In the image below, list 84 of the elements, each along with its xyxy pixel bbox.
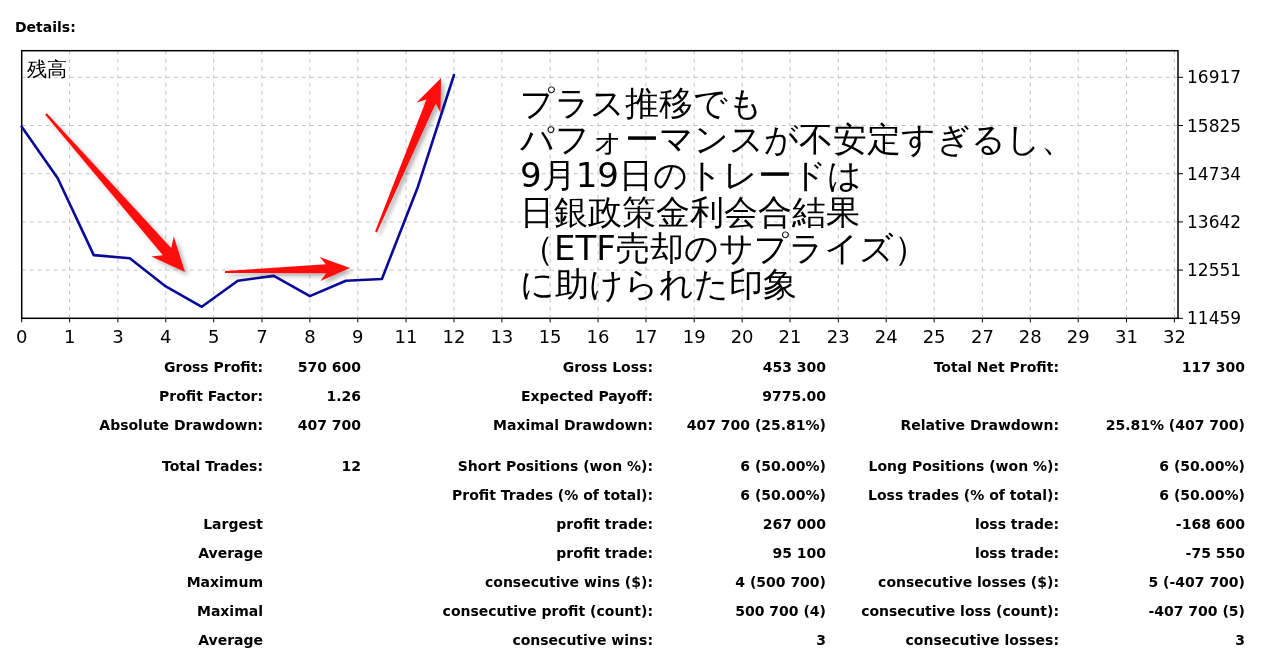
- y-tick-label: 12551: [1187, 260, 1242, 281]
- text: Long Positions (won %):: [868, 458, 1059, 474]
- text: 453 300: [762, 359, 827, 375]
- text: 5 (-407 700): [1148, 574, 1245, 590]
- x-tick-label: 15: [538, 325, 562, 347]
- y-tick-label: 14734: [1187, 163, 1242, 184]
- text: 6 (50.00%): [1159, 458, 1245, 474]
- x-tick-label: 32: [1162, 325, 1186, 347]
- text: Profit Factor:: [158, 388, 263, 404]
- text: consecutive losses:: [905, 632, 1059, 648]
- x-tick-label: 13: [490, 325, 514, 347]
- y-axis-title: 残高: [26, 56, 67, 81]
- x-tick-label: 31: [1115, 325, 1138, 347]
- x-tick-label: 12: [442, 325, 466, 347]
- text: profit trade:: [556, 516, 653, 532]
- text: Maximal: [196, 603, 263, 619]
- text: 6 (50.00%): [740, 487, 826, 503]
- text: 6 (50.00%): [1159, 487, 1245, 503]
- y-tick-label: 15825: [1187, 115, 1242, 136]
- text: 407 700: [297, 417, 362, 433]
- x-tick-label: 24: [874, 325, 898, 347]
- text: 500 700 (4): [735, 603, 826, 619]
- text: 12: [341, 458, 361, 474]
- x-tick-label: 23: [826, 325, 850, 347]
- text: 407 700 (25.81%): [686, 417, 826, 433]
- x-tick-label: 1: [63, 325, 76, 347]
- text: Total Trades:: [162, 458, 263, 474]
- text: Maximal Drawdown:: [493, 417, 653, 433]
- text: 267 000: [762, 516, 827, 532]
- x-tick-label: 11: [394, 325, 418, 347]
- text: Average: [198, 632, 263, 648]
- text: Gross Loss:: [562, 359, 653, 375]
- text: 117 300: [1181, 359, 1246, 375]
- text: loss trade:: [974, 516, 1059, 532]
- y-tick-label: 11459: [1187, 308, 1242, 329]
- x-tick-label: 28: [1018, 325, 1042, 347]
- x-tick-label: 4: [160, 325, 172, 347]
- x-tick-label: 9: [352, 325, 364, 347]
- text: Gross Profit:: [163, 359, 263, 375]
- x-tick-label: 21: [778, 325, 802, 347]
- text: 9775.00: [762, 388, 827, 404]
- text: Absolute Drawdown:: [99, 417, 263, 433]
- x-tick-label: 25: [922, 325, 946, 347]
- text: Relative Drawdown:: [900, 417, 1059, 433]
- text: Profit Trades (% of total):: [452, 487, 653, 503]
- text: 570 600: [297, 359, 362, 375]
- x-tick-label: 0: [15, 325, 28, 347]
- x-tick-label: 17: [634, 325, 658, 347]
- x-tick-label: 19: [682, 325, 706, 347]
- text: Maximum: [186, 574, 263, 590]
- text: 6 (50.00%): [740, 458, 826, 474]
- text: Total Net Profit:: [933, 359, 1059, 375]
- x-tick-label: 8: [304, 325, 316, 347]
- x-tick-label: 5: [207, 325, 220, 347]
- text: 4 (500 700): [735, 574, 826, 590]
- y-tick-label: 13642: [1187, 211, 1242, 232]
- text: Expected Payoff:: [520, 388, 653, 404]
- text: -407 700 (5): [1148, 603, 1245, 619]
- text: Average: [198, 545, 263, 561]
- x-tick-label: 20: [730, 325, 754, 347]
- text: -75 550: [1185, 545, 1246, 561]
- y-tick-label: 16917: [1187, 67, 1242, 88]
- x-tick-label: 27: [970, 325, 994, 347]
- text: Loss trades (% of total):: [868, 487, 1059, 503]
- text: loss trade:: [974, 545, 1059, 561]
- chart-title: Details:: [15, 19, 76, 35]
- text: -168 600: [1175, 516, 1246, 532]
- text: consecutive wins ($):: [484, 574, 653, 590]
- x-tick-label: 29: [1066, 325, 1090, 347]
- x-tick-label: 7: [256, 325, 268, 347]
- text: 25.81% (407 700): [1105, 417, 1245, 433]
- text: 1.26: [326, 388, 361, 404]
- text: 3: [816, 632, 826, 648]
- text: 95 100: [772, 545, 827, 561]
- text: consecutive profit (count):: [442, 603, 653, 619]
- x-tick-label: 16: [586, 325, 610, 347]
- x-tick-label: 3: [112, 325, 124, 347]
- text: Short Positions (won %):: [457, 458, 653, 474]
- text: consecutive wins:: [512, 632, 653, 648]
- text: 3: [1235, 632, 1245, 648]
- text: consecutive loss (count):: [861, 603, 1059, 619]
- text: profit trade:: [556, 545, 653, 561]
- text: Largest: [203, 516, 264, 532]
- text: consecutive losses ($):: [878, 574, 1059, 590]
